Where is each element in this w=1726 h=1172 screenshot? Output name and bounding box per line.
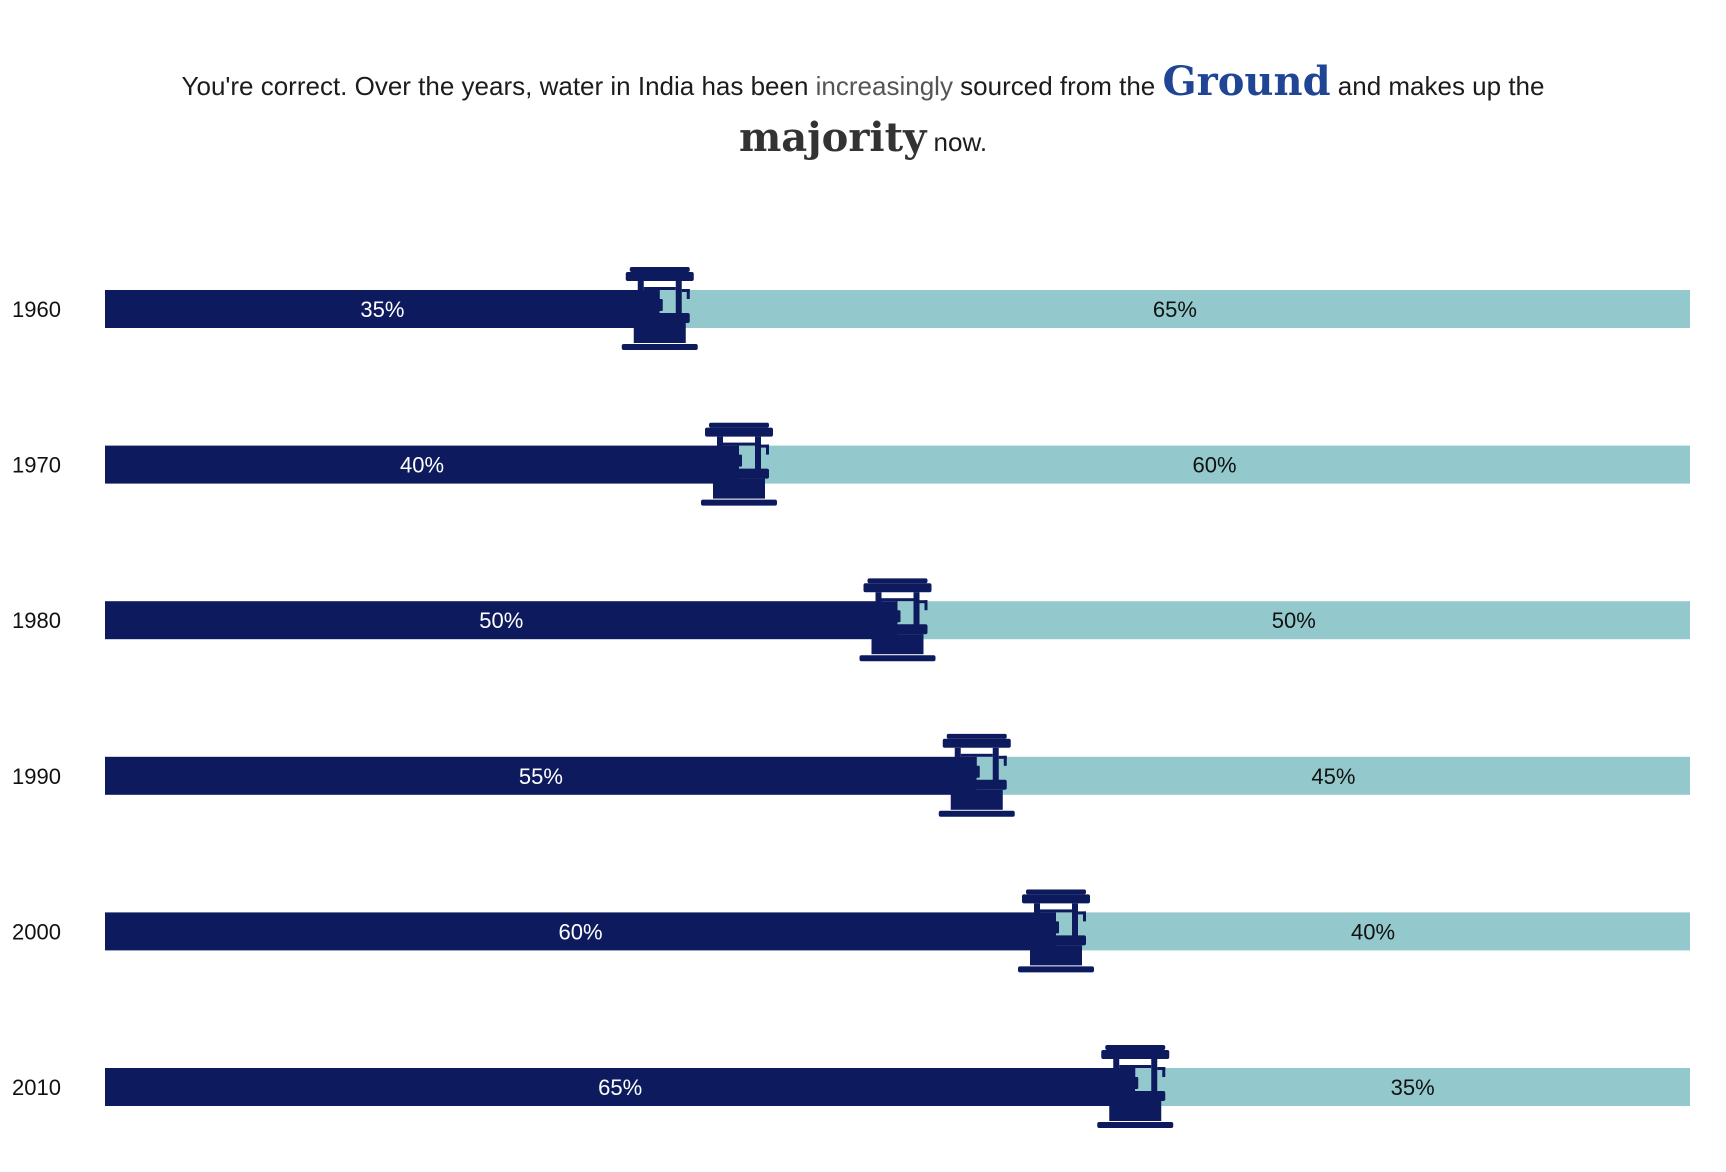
value-label-dark: 60% [558,919,602,944]
bar-row-2010: 2010 65% 35% [12,1045,1690,1128]
bar-segment-dark [105,1068,1136,1106]
bar-row-1970: 1970 40% 60% [12,422,1690,506]
bar-row-2000: 2000 60% 40% [12,889,1690,973]
bar-segment-light [897,601,1690,640]
bar-segment-dark [105,290,660,328]
bar-segment-light [1056,912,1690,951]
headline-emphasis-ground: Ground [1162,58,1331,105]
headline-emphasis-majority: majority [738,114,927,161]
bar-segment-dark [105,756,977,795]
value-label-dark: 55% [519,764,563,789]
bar-row-1960: 1960 35% 65% [12,267,1690,350]
headline-text-3: and makes up the [1330,71,1545,101]
bar-segment-light [976,756,1690,795]
value-label-light: 60% [1192,453,1236,478]
bar-segment-dark [105,601,898,640]
year-label: 1990 [12,764,61,789]
year-label: 1960 [12,297,61,322]
bar-segment-dark [105,912,1056,951]
bar-row-1990: 1990 55% 45% [12,733,1690,817]
bars-layer: 1960 35% 65% 1970 40% 60% 1980 50% 50% 1990 55% 45%… [12,267,1690,1128]
year-label: 1980 [12,608,61,633]
bar-segment-light [739,445,1690,484]
value-label-light: 50% [1272,608,1316,633]
bar-segment-light [659,290,1690,328]
value-label-light: 35% [1391,1075,1435,1100]
value-label-dark: 65% [598,1075,642,1100]
value-label-dark: 50% [479,608,523,633]
bar-segment-light [1135,1068,1690,1106]
headline-text-4: now. [926,127,988,157]
headline-text-2: sourced from the [952,71,1163,101]
chart-headline: You're correct. Over the years, water in… [100,56,1626,168]
headline-text-increasingly: increasingly [815,71,953,101]
value-label-light: 45% [1311,764,1355,789]
value-label-light: 65% [1153,297,1197,322]
value-label-light: 40% [1351,919,1395,944]
headline-text-1: You're correct. Over the years, water in… [181,71,816,101]
bar-segment-dark [105,445,739,484]
year-label: 2010 [12,1075,61,1100]
year-label: 1970 [12,453,61,478]
value-label-dark: 35% [360,297,404,322]
year-label: 2000 [12,919,61,944]
bar-row-1980: 1980 50% 50% [12,578,1690,662]
value-label-dark: 40% [400,453,444,478]
